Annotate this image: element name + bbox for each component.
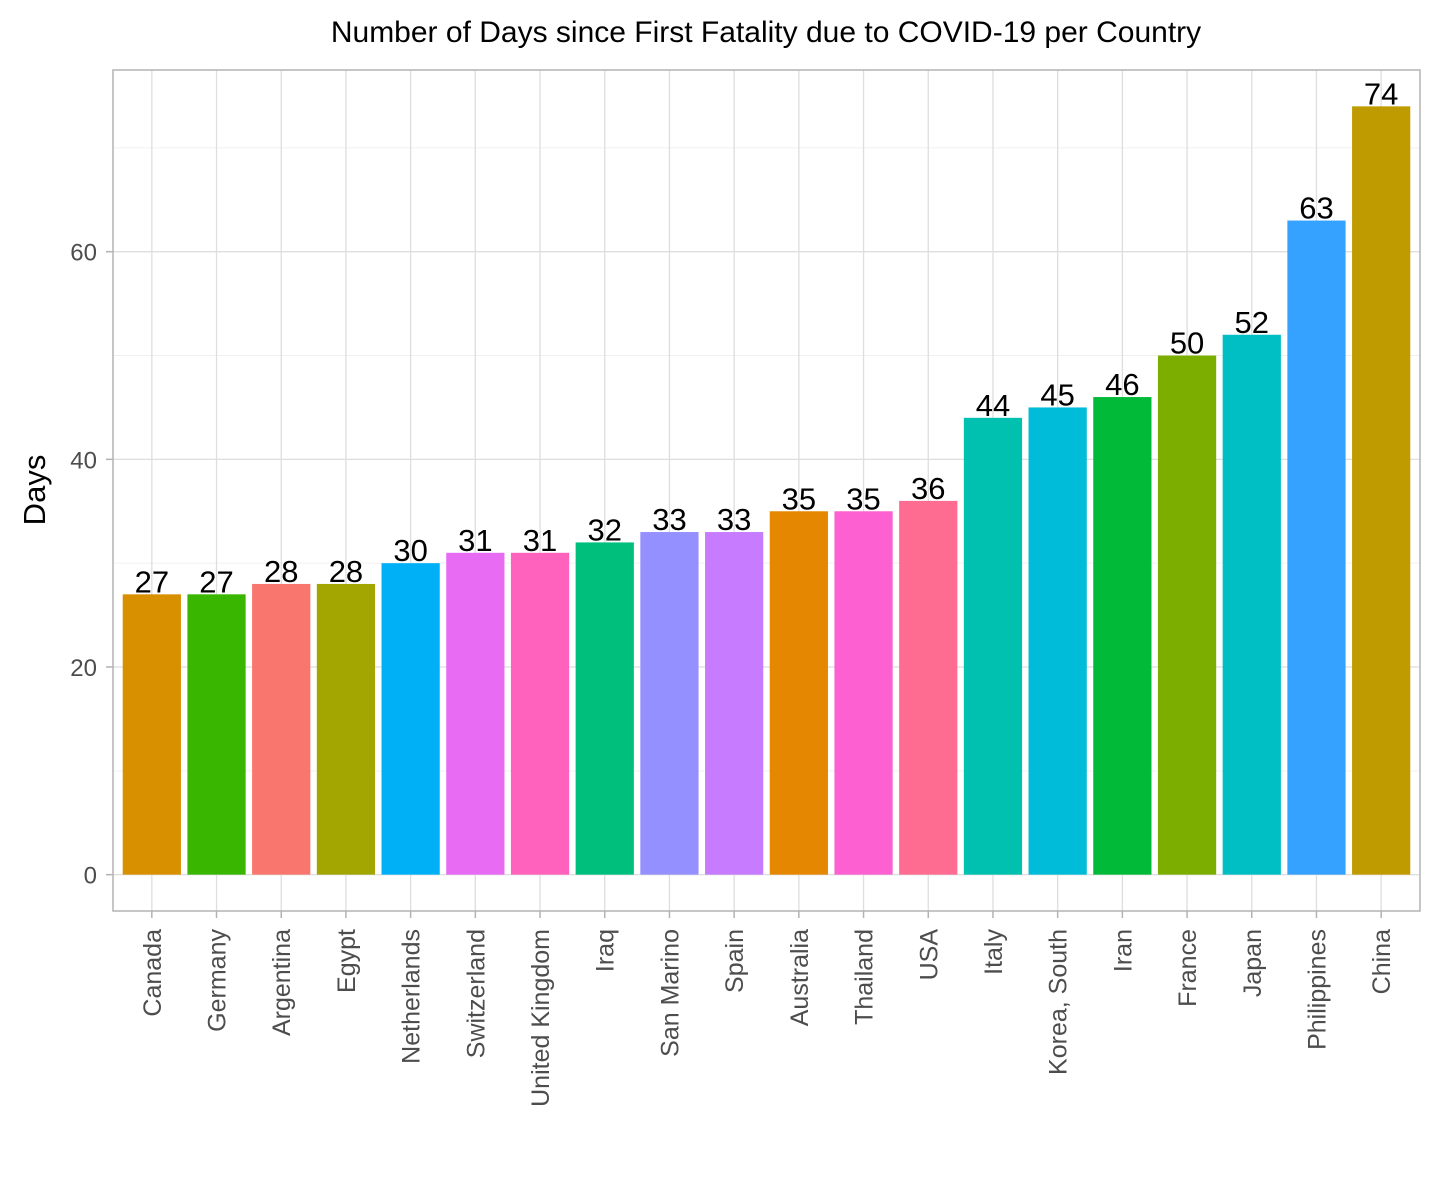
bar: [640, 532, 699, 875]
x-tick-label: China: [1368, 929, 1396, 994]
data-label: 27: [135, 564, 169, 599]
bar: [252, 583, 311, 875]
data-labels: 27 27 28 28 30 31 31 32 33 33 35 35 36 44 45 46 50 52 63 74: [135, 76, 1399, 599]
bar: [381, 563, 440, 875]
bar: [187, 594, 246, 875]
data-label: 33: [652, 502, 686, 537]
x-axis: Canada Germany Argentina Egypt Netherlands Sw…: [139, 911, 1396, 1107]
bar: [1287, 220, 1346, 875]
data-label: 63: [1299, 191, 1333, 226]
data-label: 30: [393, 533, 427, 568]
plot-panel-border: [112, 69, 1421, 912]
data-label: 31: [523, 523, 557, 558]
data-label: 33: [717, 502, 751, 537]
x-tick-label: Switzerland: [462, 929, 490, 1058]
data-label: 35: [782, 481, 816, 516]
bar: [1093, 397, 1152, 875]
bar: [1028, 407, 1087, 875]
x-tick-label: United Kingdom: [527, 929, 555, 1107]
data-label: 44: [976, 388, 1010, 423]
bar: [769, 511, 828, 875]
x-tick-label: Italy: [980, 929, 1008, 975]
data-label: 45: [1040, 377, 1074, 412]
bar: [510, 552, 570, 875]
x-tick-label: France: [1174, 929, 1202, 1007]
y-tick-label: 40: [70, 447, 97, 474]
x-tick-label: Japan: [1239, 929, 1267, 997]
data-label: 28: [329, 554, 363, 589]
x-tick-label: Australia: [786, 929, 814, 1026]
data-label: 28: [264, 554, 298, 589]
bar: [1352, 106, 1411, 875]
bar: [834, 511, 893, 875]
y-tick-label: 20: [70, 655, 97, 682]
x-tick-label: Argentina: [268, 929, 296, 1036]
x-tick-label: Korea, South: [1045, 929, 1073, 1075]
bar: [316, 583, 376, 875]
data-label: 35: [846, 481, 880, 516]
bar: [899, 500, 958, 875]
data-label: 74: [1364, 76, 1398, 111]
x-tick-label: Iraq: [592, 929, 620, 972]
x-tick-label: USA: [915, 929, 943, 981]
bars: [122, 106, 1411, 875]
y-tick-label: 0: [84, 863, 97, 890]
data-label: 50: [1170, 326, 1204, 361]
bar: [122, 594, 181, 875]
bar: [705, 532, 764, 875]
data-label: 52: [1235, 305, 1269, 340]
bar: [1222, 334, 1281, 875]
x-tick-label: Spain: [721, 929, 749, 993]
x-tick-label: Thailand: [851, 929, 879, 1025]
x-tick-label: Egypt: [333, 929, 361, 993]
y-axis: 0 20 40 60: [70, 240, 113, 890]
bar: [1157, 355, 1217, 875]
data-label: 32: [588, 512, 622, 547]
x-tick-label: Canada: [139, 929, 167, 1017]
data-label: 36: [911, 471, 945, 506]
bar: [575, 542, 634, 875]
data-label: 31: [458, 523, 492, 558]
bar: [446, 552, 505, 875]
x-tick-label: Iran: [1109, 929, 1137, 972]
y-tick-label: 60: [70, 240, 97, 267]
chart-title: Number of Days since First Fatality due …: [331, 16, 1201, 49]
x-tick-label: Germany: [204, 929, 232, 1032]
x-tick-label: Philippines: [1303, 929, 1331, 1050]
data-label: 46: [1105, 367, 1139, 402]
data-label: 27: [199, 564, 233, 599]
x-tick-label: San Marino: [656, 929, 684, 1057]
bar: [963, 417, 1023, 875]
x-tick-label: Netherlands: [398, 929, 426, 1064]
y-axis-title: Days: [17, 455, 52, 526]
